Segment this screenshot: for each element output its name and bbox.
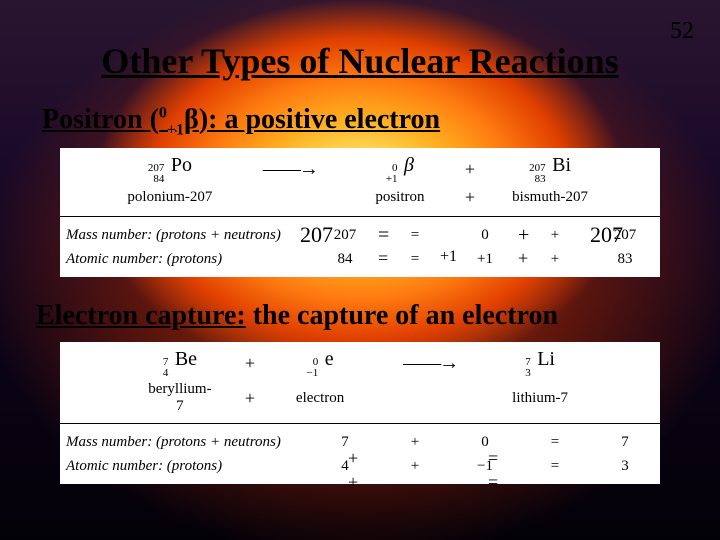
m2: 0 [450, 434, 520, 451]
ec-rest: the capture of an electron [246, 300, 558, 331]
slide: 52 Other Types of Nuclear Reactions Posi… [0, 0, 720, 540]
plus-operator: + [245, 353, 255, 374]
m1: + [380, 434, 450, 451]
atomic-label: Atomic number: (protons) [60, 458, 310, 475]
ecapture-names: beryllium-7 + electron lithium-7 [60, 381, 660, 421]
m4: 7 [590, 434, 660, 451]
overlay-eq2: = [378, 248, 388, 269]
bi-name: bismuth-207 [505, 189, 595, 206]
atom-c2: +1 [450, 251, 520, 268]
m3: = [520, 434, 590, 451]
plus-label: + [465, 187, 475, 208]
po-name: polonium-207 [125, 189, 215, 206]
plus-operator: + [465, 159, 475, 180]
m0: 7 [310, 434, 380, 451]
be-symbol: Be [175, 348, 197, 370]
overlay-eq-b2: = [488, 472, 498, 493]
positron-heading-sym: β [184, 104, 199, 135]
e-atomic: −1 [307, 368, 319, 379]
slide-title: Other Types of Nuclear Reactions [0, 40, 720, 82]
a0: 4 [310, 458, 380, 475]
ec-keyword: Electron capture: [36, 300, 246, 331]
a1: + [380, 458, 450, 475]
positron-mass-grid: Mass number: (protons + neutrons) 207 = … [60, 219, 660, 277]
overlay-plus-b2: + [348, 472, 358, 493]
po-atomic: 84 [153, 174, 164, 185]
e-symbol: e [325, 348, 334, 370]
nuclide-electron: 0−1 e [285, 348, 355, 379]
overlay-plus-b1: + [348, 448, 358, 469]
beta-atomic: +1 [386, 174, 398, 185]
positron-heading: Positron (0+1β): a positive electron [42, 104, 440, 140]
li-atomic: 3 [525, 368, 531, 379]
a2: −1 [450, 458, 520, 475]
ecapture-mass-grid: Mass number: (protons + neutrons) 7 + 0 … [60, 426, 660, 484]
positron-heading-sub: +1 [167, 122, 184, 139]
be-atomic: 4 [163, 368, 169, 379]
positron-heading-sup: 0 [159, 105, 167, 122]
ecapture-equation-panel: 74 Be + 0−1 e ——→ 73 Li beryllium-7 + el… [60, 342, 660, 484]
divider [60, 423, 660, 424]
bi-symbol: Bi [552, 154, 571, 176]
atomic-number-row: Atomic number: (protons) 4 + −1 = 3 [60, 454, 660, 478]
beta-symbol: β [404, 154, 414, 176]
overlay-eq-b1: = [488, 448, 498, 469]
positron-equation: 20784 Po ——→ 0+1 β + 20783 Bi [60, 148, 660, 187]
overlay-207-left: 207 [300, 222, 333, 248]
positron-equation-panel: 20784 Po ——→ 0+1 β + 20783 Bi polonium-2… [60, 148, 660, 277]
li-name: lithium-7 [505, 390, 575, 407]
mass-number-row: Mass number: (protons + neutrons) 207 = … [60, 223, 660, 247]
nuclide-positron: 0+1 β [365, 154, 435, 185]
overlay-207-right: 207 [590, 222, 623, 248]
atomic-number-row: Atomic number: (protons) 84 = +1 + 83 [60, 247, 660, 271]
overlay-plus2a: +1 [440, 248, 457, 266]
divider [60, 216, 660, 217]
nuclide-be7: 74 Be [145, 348, 215, 379]
mass-label: Mass number: (protons + neutrons) [60, 434, 310, 451]
positron-name: positron [365, 189, 435, 206]
nuclide-po207: 20784 Po [125, 154, 215, 185]
overlay-plus: + [518, 224, 529, 247]
a3: = [520, 458, 590, 475]
nuclide-li7: 73 Li [505, 348, 575, 379]
overlay-eq: = [378, 224, 389, 247]
mass-c1: = [380, 227, 450, 244]
atom-c3: + [520, 251, 590, 268]
mass-number-row: Mass number: (protons + neutrons) 7 + 0 … [60, 430, 660, 454]
positron-heading-prefix: Positron ( [42, 104, 159, 135]
a4: 3 [590, 458, 660, 475]
arrow-icon: ——→ [245, 158, 335, 181]
po-symbol: Po [171, 154, 192, 176]
electron-capture-heading: Electron capture: the capture of an elec… [36, 300, 558, 332]
nuclide-bi207: 20783 Bi [505, 154, 595, 185]
electron-name: electron [285, 390, 355, 407]
mass-label: Mass number: (protons + neutrons) [60, 227, 310, 244]
atom-c4: 83 [590, 251, 660, 268]
overlay-plus2: + [518, 248, 528, 269]
arrow-icon: ——→ [385, 352, 475, 375]
plus-label: + [245, 388, 255, 409]
mass-c2: 0 [450, 227, 520, 244]
mass-c3: + [520, 227, 590, 244]
bi-atomic: 83 [535, 174, 546, 185]
positron-names: polonium-207 positron + bismuth-207 [60, 187, 660, 214]
atomic-label: Atomic number: (protons) [60, 251, 310, 268]
be-name: beryllium-7 [145, 381, 215, 415]
positron-heading-suffix: ): a positive electron [199, 104, 440, 135]
atom-c0: 84 [310, 251, 380, 268]
li-symbol: Li [537, 348, 555, 370]
ecapture-equation: 74 Be + 0−1 e ——→ 73 Li [60, 342, 660, 381]
